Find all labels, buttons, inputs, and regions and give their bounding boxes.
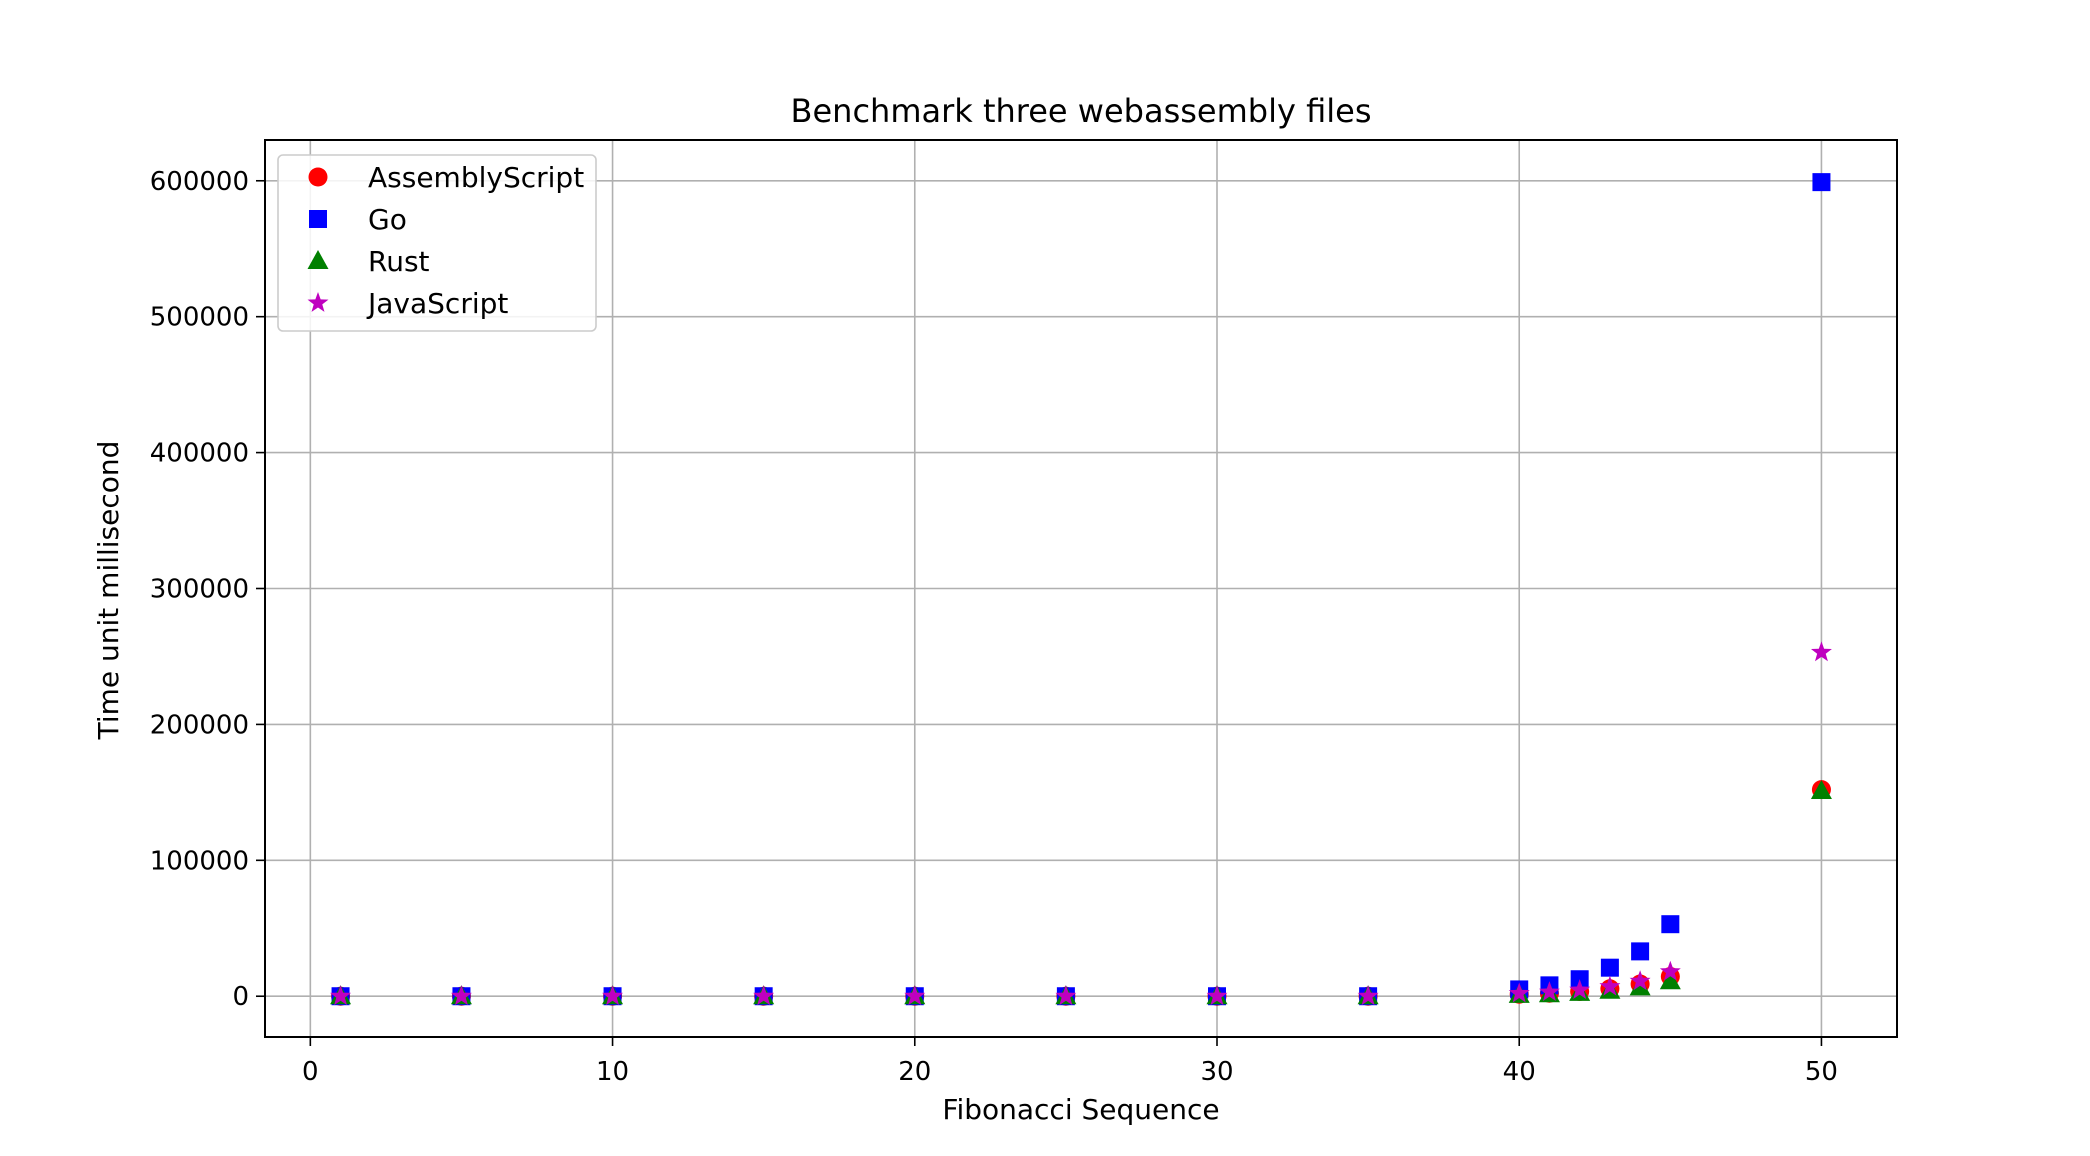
data-point-javascript	[450, 985, 472, 1006]
data-point-javascript	[602, 985, 624, 1006]
data-point-javascript	[1357, 985, 1379, 1006]
legend-label-assemblyscript: AssemblyScript	[368, 161, 584, 194]
legend-marker-assemblyscript	[308, 167, 328, 187]
x-tick-label: 10	[596, 1057, 629, 1087]
legend-marker-javascript	[307, 292, 329, 312]
x-tick-label: 0	[302, 1057, 319, 1087]
data-point-go	[1600, 958, 1619, 977]
y-axis-ticks: 0 100000 200000 300000 400000 500000 600000	[150, 167, 265, 1012]
x-tick-label: 30	[1200, 1057, 1233, 1087]
legend-label-go: Go	[368, 203, 407, 236]
x-axis-ticks: 0 10 20 30 40 50	[302, 1037, 1838, 1087]
data-point-javascript	[1629, 970, 1651, 991]
y-tick-label: 300000	[150, 575, 249, 605]
data-point-go	[1661, 915, 1680, 934]
data-point-go	[1812, 173, 1831, 192]
x-tick-label: 40	[1503, 1057, 1536, 1087]
y-tick-label: 0	[232, 982, 249, 1012]
x-tick-label: 50	[1805, 1057, 1838, 1087]
legend-box	[277, 154, 597, 332]
y-axis-label: Time unit millisecond	[92, 441, 125, 741]
data-point-javascript	[1206, 985, 1228, 1006]
y-tick-label: 600000	[150, 167, 249, 197]
data-point-javascript	[1659, 960, 1681, 981]
y-tick-label: 400000	[150, 439, 249, 469]
legend-marker-go	[309, 210, 327, 228]
y-tick-label: 500000	[150, 303, 249, 333]
data-point-javascript	[330, 985, 352, 1006]
data-points	[330, 173, 1832, 1006]
data-point-javascript	[1508, 982, 1530, 1003]
x-axis-label: Fibonacci Sequence	[942, 1093, 1219, 1126]
data-point-javascript	[1599, 975, 1621, 996]
series-javascript	[330, 641, 1832, 1006]
data-point-javascript	[1569, 979, 1591, 1000]
x-tick-label: 20	[898, 1057, 931, 1087]
legend-marker-rust	[307, 250, 329, 269]
data-point-rust	[1629, 976, 1651, 996]
data-point-rust	[1659, 970, 1681, 990]
data-point-javascript	[1538, 981, 1560, 1002]
legend-label-javascript: JavaScript	[366, 287, 508, 320]
legend: AssemblyScript Go Rust JavaScript	[277, 154, 597, 332]
data-point-javascript	[753, 985, 775, 1006]
grid	[265, 140, 1897, 1037]
data-point-javascript	[1055, 985, 1077, 1006]
data-point-javascript	[1810, 641, 1832, 662]
y-tick-label: 200000	[150, 710, 249, 740]
legend-label-rust: Rust	[368, 245, 430, 278]
y-tick-label: 100000	[150, 846, 249, 876]
data-point-rust	[1810, 780, 1832, 800]
data-point-go	[1631, 942, 1650, 961]
data-point-javascript	[904, 985, 926, 1006]
chart-title: Benchmark three webassembly files	[791, 92, 1372, 130]
